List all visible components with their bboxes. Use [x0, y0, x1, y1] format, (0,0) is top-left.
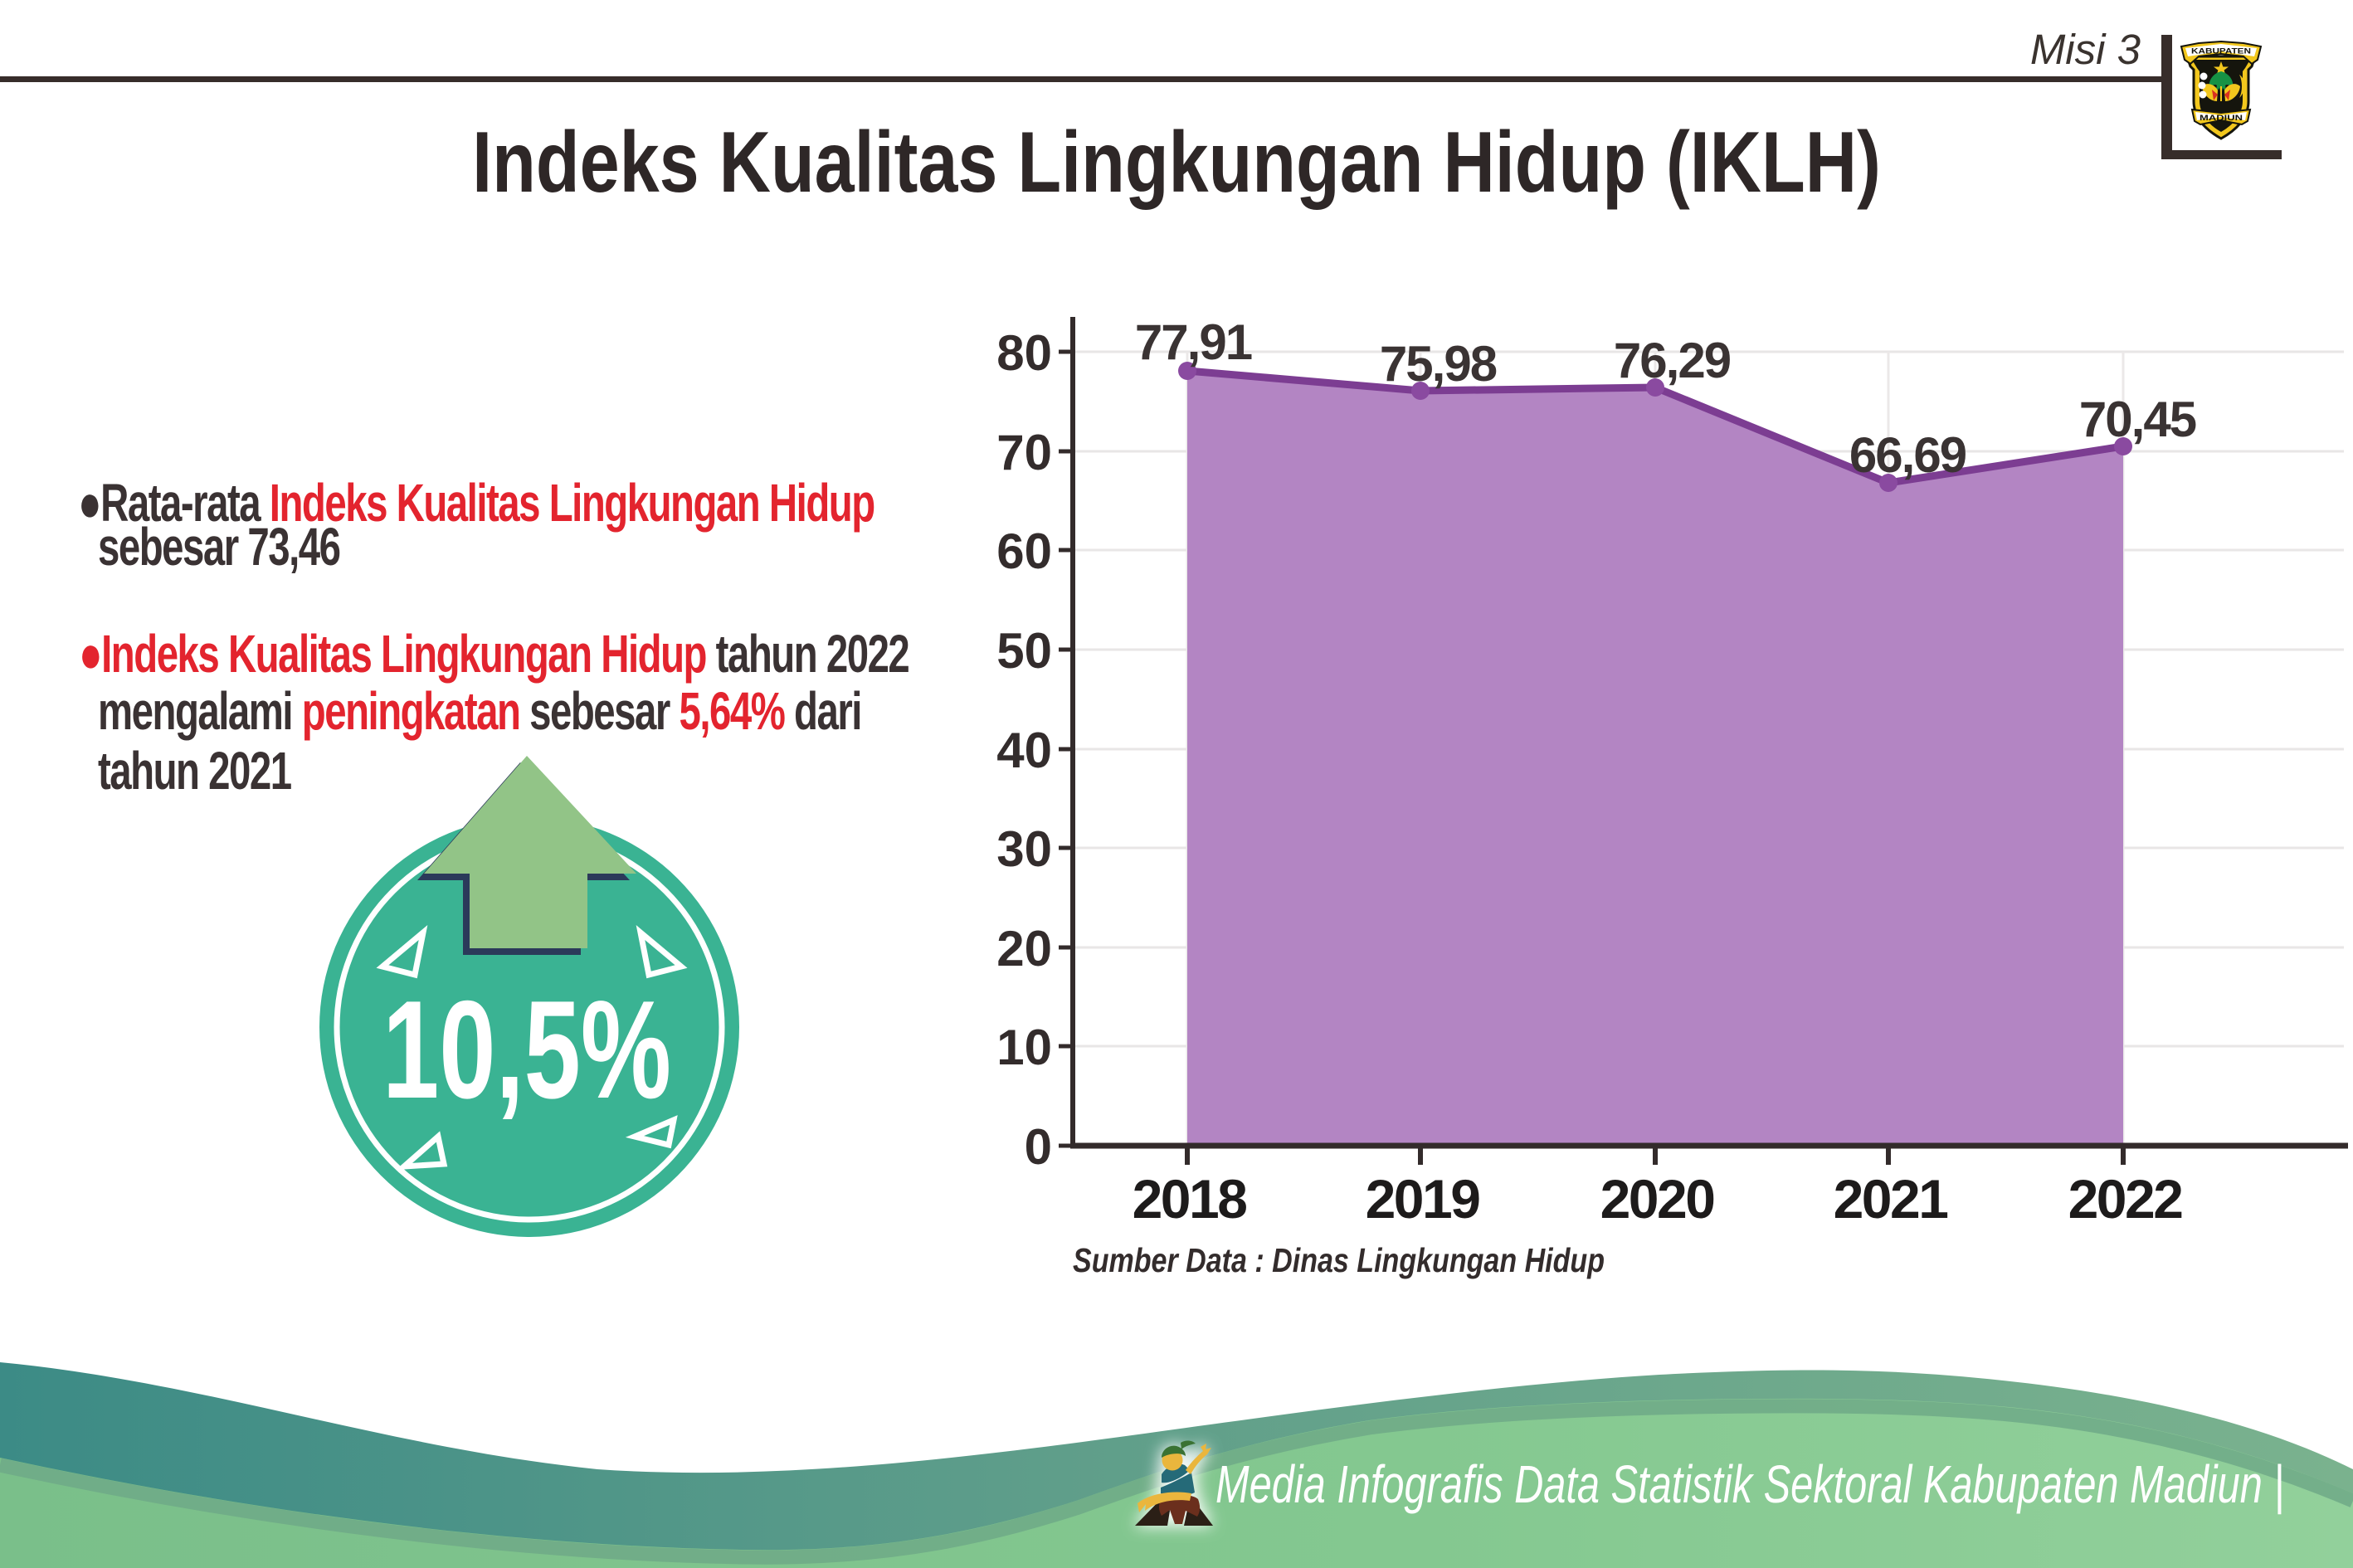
- svg-text:30: 30: [996, 821, 1052, 877]
- svg-text:76,29: 76,29: [1614, 333, 1731, 388]
- svg-text:2021: 2021: [1834, 1168, 1948, 1230]
- svg-text:10,5%: 10,5%: [382, 971, 671, 1127]
- svg-text:80: 80: [996, 325, 1052, 381]
- svg-text:70: 70: [996, 425, 1052, 480]
- svg-text:20: 20: [996, 921, 1052, 976]
- svg-text:Sumber Data : Dinas Lingkungan: Sumber Data : Dinas Lingkungan Hidup: [1073, 1241, 1605, 1279]
- svg-text:70,45: 70,45: [2079, 392, 2196, 447]
- svg-text:0: 0: [1025, 1119, 1052, 1175]
- svg-text:MADIUN: MADIUN: [2200, 114, 2243, 122]
- svg-text:60: 60: [996, 523, 1052, 579]
- svg-text:2022: 2022: [2068, 1168, 2183, 1230]
- svg-text:2019: 2019: [1366, 1168, 1480, 1230]
- svg-text:10: 10: [996, 1020, 1052, 1075]
- svg-text:75,98: 75,98: [1380, 336, 1497, 392]
- svg-text:KABUPATEN: KABUPATEN: [2191, 47, 2251, 56]
- svg-text:40: 40: [996, 723, 1052, 778]
- svg-text:2018: 2018: [1133, 1168, 1247, 1230]
- svg-text:Media Infografis Data Statisti: Media Infografis Data Statistik Sektoral…: [1215, 1454, 2284, 1515]
- svg-text:77,91: 77,91: [1135, 314, 1252, 370]
- svg-text:2020: 2020: [1600, 1168, 1714, 1230]
- svg-text:66,69: 66,69: [1849, 427, 1966, 483]
- svg-text:50: 50: [996, 623, 1052, 679]
